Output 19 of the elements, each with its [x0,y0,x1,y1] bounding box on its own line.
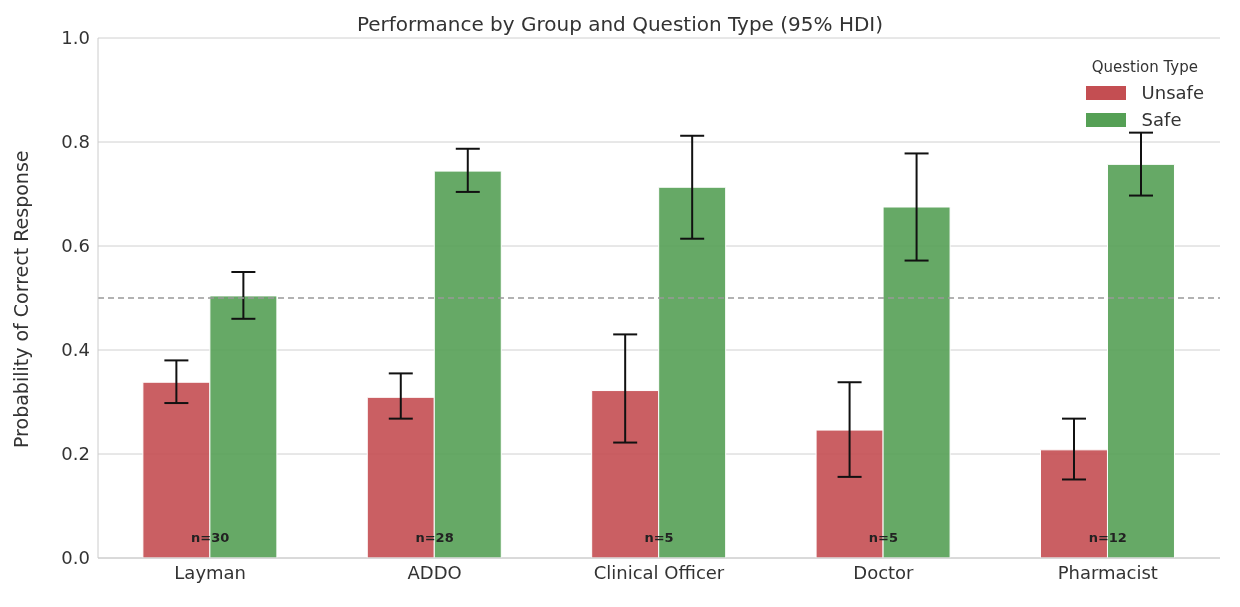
y-tick-label: 1.0 [61,27,90,49]
annotation: n=5 [868,529,898,545]
legend-label: Unsafe [1141,82,1204,103]
annotation: n=12 [1088,529,1127,545]
x-tick-label: Clinical Officer [593,561,725,583]
y-tick-label: 0.6 [61,235,90,257]
x-tick-label: Pharmacist [1057,561,1158,583]
legend-title: Question Type [1090,58,1199,76]
y-tick-label: 0.0 [61,547,90,569]
y-axis-title: Probability of Correct Response [9,150,32,448]
legend-label: Safe [1141,109,1182,130]
annotation: n=28 [415,529,454,545]
y-tick-label: 0.4 [61,339,90,361]
chart-title: Performance by Group and Question Type (95% HDI) [356,12,884,36]
x-tick-label: ADDO [407,561,462,583]
y-tick-label: 0.2 [61,443,90,465]
x-tick-label: Doctor [853,561,915,583]
y-tick-label: 0.8 [61,131,90,153]
x-tick-label: Layman [174,561,247,583]
